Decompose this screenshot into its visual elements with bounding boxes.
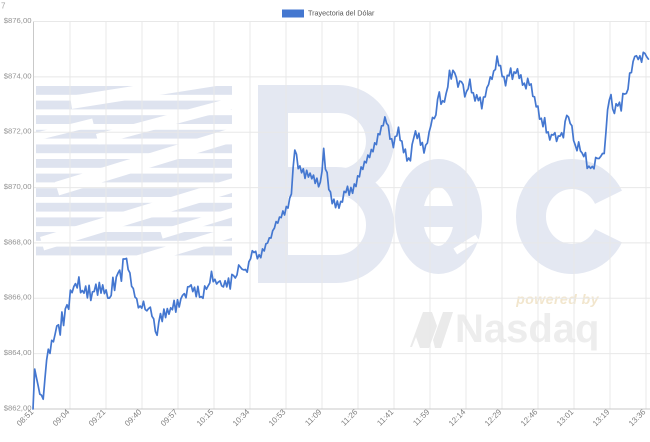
- svg-text:Trayectoria del Dólar: Trayectoria del Dólar: [308, 9, 375, 18]
- svg-text:$864,00: $864,00: [4, 348, 32, 357]
- svg-text:Nasdaq: Nasdaq: [455, 307, 600, 351]
- svg-text:powered by: powered by: [515, 291, 600, 307]
- svg-text:$876,00: $876,00: [4, 16, 32, 25]
- svg-text:$872,00: $872,00: [4, 127, 32, 136]
- svg-text:$862,00: $862,00: [4, 403, 32, 412]
- svg-text:$868,00: $868,00: [4, 237, 32, 246]
- svg-text:$870,00: $870,00: [4, 182, 32, 191]
- svg-text:$874,00: $874,00: [4, 71, 32, 80]
- svg-text:$866,00: $866,00: [4, 293, 32, 302]
- svg-text:7: 7: [1, 2, 6, 11]
